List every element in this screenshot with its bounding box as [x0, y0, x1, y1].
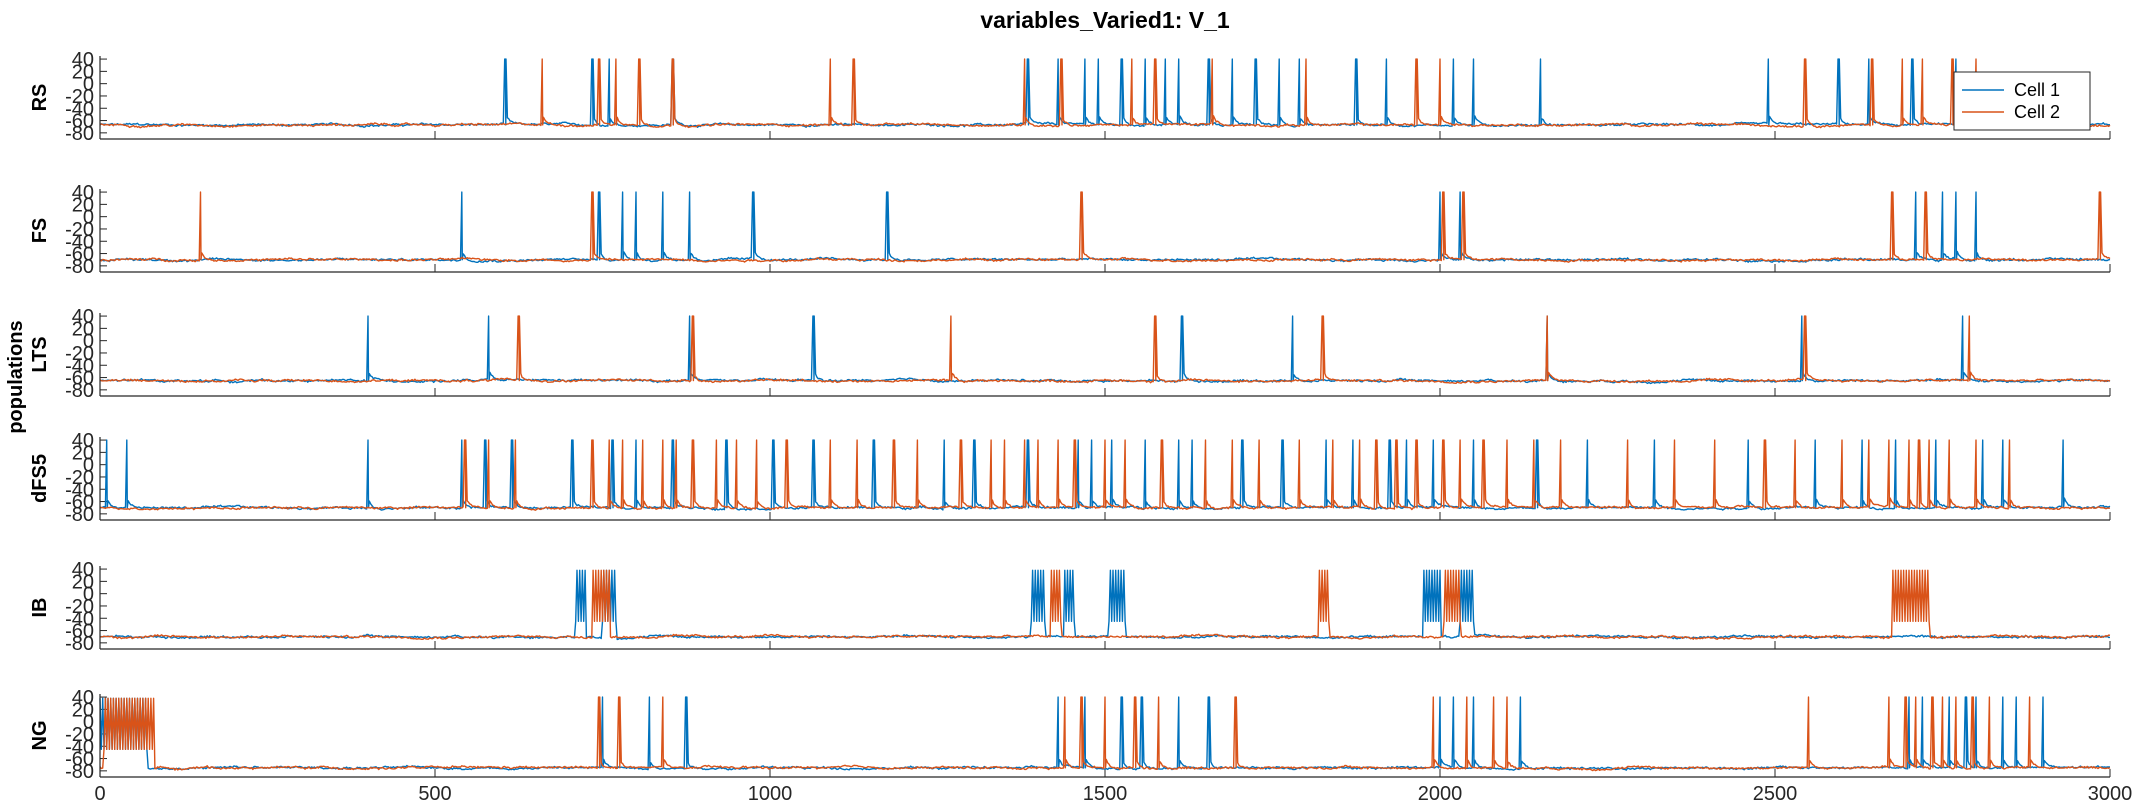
y-tick-label: -60 [65, 244, 94, 266]
panel-label: FS [29, 218, 51, 244]
y-tick-label: -80 [65, 380, 94, 402]
y-tick-label: 0 [83, 455, 94, 477]
y-tick-label: -40 [65, 608, 94, 630]
chart-title: variables_Varied1: V_1 [980, 7, 1230, 33]
y-tick-label: -60 [65, 621, 94, 643]
y-tick-label: 0 [83, 207, 94, 229]
series-line-cell-1 [100, 569, 2110, 641]
y-tick-label: -80 [65, 761, 94, 783]
y-tick-label: -20 [65, 724, 94, 746]
series-line-cell-2 [99, 439, 2111, 511]
series-line-cell-2 [99, 315, 2111, 384]
y-tick-label: -60 [65, 368, 94, 390]
x-tick-label: 1500 [1083, 783, 1128, 800]
y-tick-label: 40 [72, 687, 94, 709]
y-tick-label: 20 [72, 699, 94, 721]
panel-label: RS [29, 84, 51, 112]
y-tick-label: -80 [65, 123, 94, 145]
y-tick-label: -40 [65, 479, 94, 501]
x-tick-label: 2000 [1418, 783, 1463, 800]
x-tick-label: 500 [418, 783, 451, 800]
series-line-cell-2 [99, 58, 2111, 129]
series-line-cell-1 [99, 58, 2111, 128]
y-tick-label: -80 [65, 633, 94, 655]
series-line-cell-1 [99, 315, 2111, 385]
y-tick-label: 20 [72, 571, 94, 593]
series-line-cell-2 [99, 191, 2111, 263]
y-tick-label: -20 [65, 343, 94, 365]
series-line-cell-2 [99, 696, 2111, 772]
y-tick-label: 40 [72, 559, 94, 581]
y-tick-label: -40 [65, 231, 94, 253]
y-tick-label: -60 [65, 492, 94, 514]
panel-label: LTS [29, 336, 51, 372]
panel-label: dFS5 [29, 454, 51, 503]
y-tick-label: 40 [72, 49, 94, 71]
x-tick-label: 2500 [1753, 783, 1798, 800]
panel-label: NG [29, 721, 51, 751]
y-axis-label: populations [5, 320, 27, 433]
y-tick-label: 0 [83, 712, 94, 734]
legend-box [1953, 71, 2091, 131]
x-tick-label: 0 [94, 783, 105, 800]
y-tick-label: -20 [65, 86, 94, 108]
y-tick-label: 40 [72, 306, 94, 328]
x-tick-label: 1000 [748, 783, 793, 800]
legend-entry: Cell 1 [2014, 80, 2060, 100]
y-tick-label: -80 [65, 256, 94, 278]
y-tick-label: -40 [65, 98, 94, 120]
y-tick-label: -40 [65, 355, 94, 377]
panel-label: IB [29, 598, 51, 618]
series-line-cell-2 [100, 569, 2111, 640]
y-tick-label: -40 [65, 736, 94, 758]
y-tick-label: -20 [65, 596, 94, 618]
y-tick-label: 20 [72, 194, 94, 216]
y-tick-label: -20 [65, 219, 94, 241]
y-tick-label: 0 [83, 331, 94, 353]
y-tick-label: -60 [65, 111, 94, 133]
legend-entry: Cell 2 [2014, 102, 2060, 122]
y-tick-label: 20 [72, 442, 94, 464]
y-tick-label: -80 [65, 504, 94, 526]
y-tick-label: 0 [83, 584, 94, 606]
y-tick-label: 40 [72, 182, 94, 204]
y-tick-label: -20 [65, 467, 94, 489]
y-tick-label: -60 [65, 749, 94, 771]
y-tick-label: 20 [72, 318, 94, 340]
series-line-cell-1 [99, 191, 2111, 263]
y-tick-label: 20 [72, 61, 94, 83]
x-tick-label: 3000 [2088, 783, 2133, 800]
y-tick-label: 0 [83, 74, 94, 96]
y-tick-label: 40 [72, 430, 94, 452]
